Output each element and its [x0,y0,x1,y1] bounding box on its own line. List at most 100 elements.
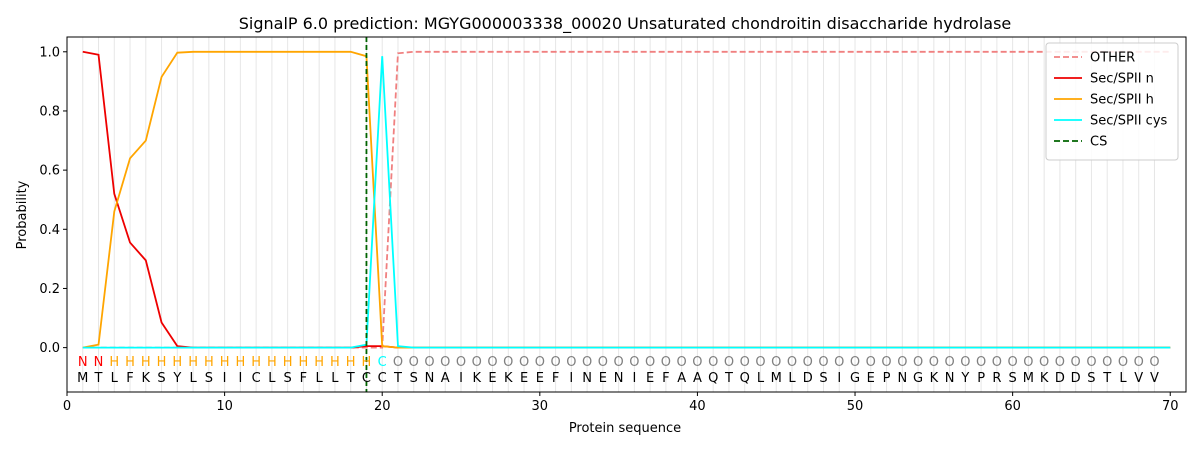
sequence-letter: N [425,371,435,386]
sequence-letter: A [441,371,450,386]
region-label: O [866,355,876,370]
region-label: O [677,355,687,370]
region-label: O [535,355,545,370]
chart-title: SignalP 6.0 prediction: MGYG000003338_00… [239,14,1012,34]
x-tick-label: 20 [374,399,391,414]
x-tick-label: 60 [1004,399,1021,414]
region-label: C [378,355,387,370]
sequence-letter: E [646,371,654,386]
x-tick-label: 0 [63,399,71,414]
region-label: O [960,355,970,370]
sequence-letter: T [346,371,355,386]
sequence-letter: E [867,371,875,386]
region-label: O [1055,355,1065,370]
sequence-letter: S [157,371,165,386]
y-axis-label: Probability [15,180,30,249]
sequence-letter: I [459,371,463,386]
region-label: O [1086,355,1096,370]
region-label: O [881,355,891,370]
region-label: O [724,355,734,370]
region-label: O [1149,355,1159,370]
region-label: O [582,355,592,370]
region-label: O [803,355,813,370]
sequence-letter: A [677,371,686,386]
plot-frame [66,36,1187,393]
sequence-letter: F [662,371,669,386]
region-label: H [141,355,151,370]
region-label: O [1039,355,1049,370]
y-tick-label: 0.0 [39,341,60,356]
sequence-letter: M [1023,371,1034,386]
sequence-letter: L [757,371,765,386]
sequence-letter: M [771,371,782,386]
sequence-letter: S [819,371,827,386]
sequence-letter: I [238,371,242,386]
y-tick-label: 0.8 [39,104,60,119]
legend-label: Sec/SPII cys [1090,114,1168,129]
sequence-letter: S [205,371,213,386]
region-label: H [267,355,277,370]
legend-label: CS [1090,135,1107,150]
sequence-letter: E [599,371,607,386]
residue-labels: NMNTHLHFHKHSHYHLHSHIHIHCHLHSHFHLHLHTHCCC… [77,355,1159,386]
sequence-letter: L [331,371,339,386]
region-label: O [393,355,403,370]
sequence-letter: T [1102,371,1111,386]
sequence-letter: K [504,371,513,386]
sequence-letter: L [111,371,119,386]
x-tick-label: 30 [532,399,549,414]
region-label: H [330,355,340,370]
sequence-letter: P [977,371,985,386]
region-label: N [78,355,88,370]
sequence-letter: T [393,371,402,386]
legend-box [1045,42,1179,161]
sequence-letter: T [94,371,103,386]
sequence-letter: D [1071,371,1081,386]
region-label: O [1071,355,1081,370]
sequence-letter: A [693,371,702,386]
sequence-letter: D [803,371,813,386]
region-label: O [929,355,939,370]
region-label: H [220,355,230,370]
legend-label: Sec/SPII n [1090,72,1154,87]
sequence-letter: C [378,371,387,386]
sequence-letter: M [77,371,88,386]
series-lines [82,37,1171,392]
region-label: O [550,355,560,370]
region-label: O [614,355,624,370]
sequence-letter: K [1040,371,1049,386]
sequence-letter: F [126,371,133,386]
region-label: O [424,355,434,370]
sequence-letter: Y [960,371,969,386]
region-label: O [598,355,608,370]
sequence-letter: G [850,371,860,386]
region-label: O [834,355,844,370]
series-line-sec-spii-cys [82,56,1171,349]
sequence-letter: V [1150,371,1159,386]
sequence-letter: I [223,371,227,386]
sequence-letter: L [189,371,197,386]
region-label: O [692,355,702,370]
sequence-letter: N [614,371,624,386]
sequence-letter: L [268,371,276,386]
sequence-letter: P [883,371,891,386]
region-label: O [440,355,450,370]
region-label: O [409,355,419,370]
region-label: O [992,355,1002,370]
region-label: O [629,355,639,370]
sequence-letter: L [316,371,324,386]
region-label: O [645,355,655,370]
sequence-letter: K [473,371,482,386]
region-label: H [251,355,261,370]
region-label: H [109,355,119,370]
sequence-letter: I [837,371,841,386]
sequence-letter: F [300,371,307,386]
region-label: H [188,355,198,370]
region-label: O [850,355,860,370]
region-label: O [1008,355,1018,370]
region-label: O [1118,355,1128,370]
series-line-sec-spii-n [82,50,1171,349]
region-label: H [235,355,245,370]
sequence-letter: E [536,371,544,386]
x-axis-label: Protein sequence [569,421,681,436]
